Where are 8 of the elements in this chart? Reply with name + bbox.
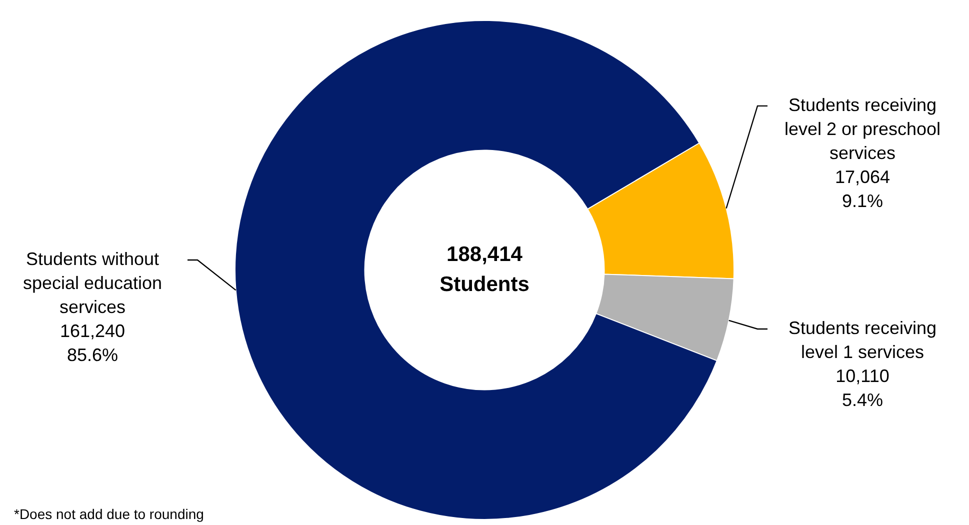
- slice-label: Students without special education services: [22, 248, 162, 317]
- text: *Does not add due to rounding: [14, 506, 204, 522]
- text: 188,414 Students: [440, 242, 530, 296]
- slice-label: Students receiving level 2 or preschool services: [784, 94, 941, 163]
- slice-label: Students receiving level 1 services: [788, 318, 937, 362]
- data-label: 10,110 5.4%: [836, 366, 890, 410]
- data-label: 17,064 9.1%: [834, 166, 890, 211]
- data-label: 161,240 85.6%: [60, 320, 126, 365]
